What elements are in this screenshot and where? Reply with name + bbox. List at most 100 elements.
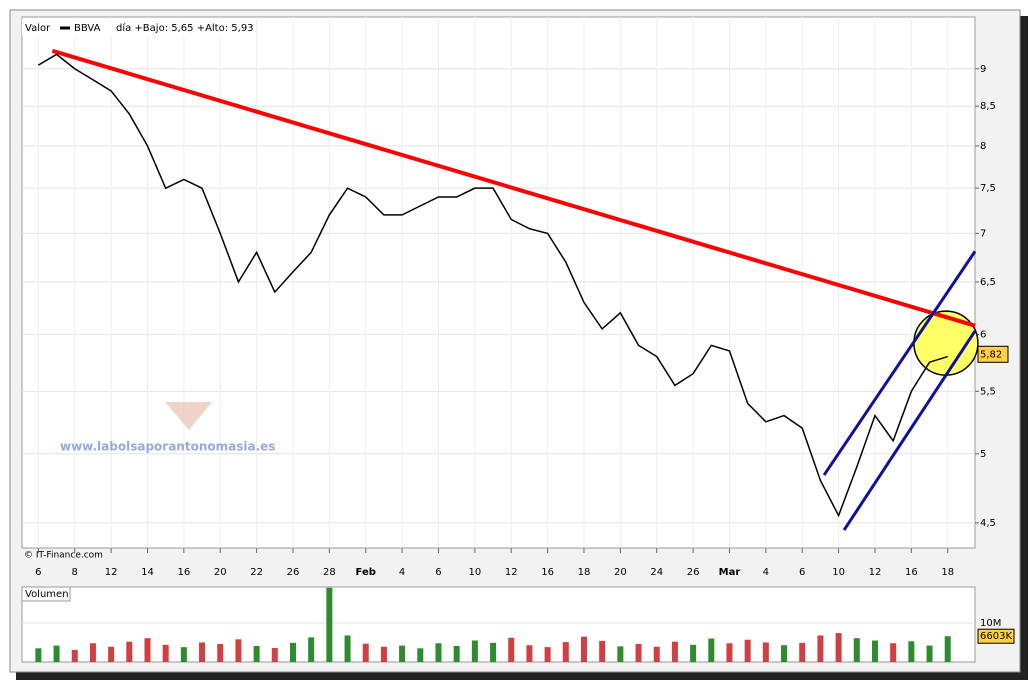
x-tick-label: 4 <box>763 567 769 578</box>
volume-bar <box>89 643 96 662</box>
y-tick-label: 9 <box>980 64 986 75</box>
volume-bar <box>35 648 42 662</box>
volume-bar <box>690 644 697 662</box>
trend-line <box>822 250 977 476</box>
trend-line <box>842 330 977 531</box>
price-panel <box>21 16 976 549</box>
volume-bar <box>362 643 369 662</box>
header-bg <box>22 19 240 36</box>
x-tick-label: 26 <box>687 567 700 578</box>
volume-bar <box>162 644 169 662</box>
y-tick-label: 10M <box>980 618 1001 629</box>
volume-bar <box>399 645 406 662</box>
y-tick-label: 6 <box>980 329 986 340</box>
last-value-box <box>977 628 1015 644</box>
y-tick-label: 8,5 <box>980 101 996 112</box>
plot: 4,5 5 5,5 6 6,5 7 7,5 8 8,5 9 6 8 12 14 16 20 22 26 28 Feb 4… <box>22 17 1015 662</box>
volume-bar <box>853 638 860 662</box>
header-label: Valor <box>25 23 51 34</box>
x-tick-label: 6 <box>435 567 441 578</box>
x-tick-label: 10 <box>468 567 481 578</box>
volume-bar <box>908 641 915 662</box>
volume-bar <box>289 642 296 662</box>
volume-bar <box>471 640 478 662</box>
volume-bar <box>453 645 460 662</box>
volume-bar <box>253 645 260 662</box>
x-tick-label: 12 <box>105 567 118 578</box>
y-tick-label: 7 <box>980 228 986 239</box>
volume-title: Volumen <box>25 589 69 600</box>
x-tick-label: 24 <box>650 567 663 578</box>
x-tick-label: 16 <box>905 567 918 578</box>
x-tick-label: 6 <box>35 567 41 578</box>
volume-title-box <box>21 586 71 602</box>
volume-bar <box>108 646 115 662</box>
volume-panel <box>21 586 976 663</box>
volume-bar <box>126 641 133 662</box>
volume-bar <box>944 636 951 662</box>
volume-bar <box>144 638 151 662</box>
x-tick-label: 4 <box>399 567 405 578</box>
credit: © IT-Finance.com <box>24 551 103 561</box>
volume-bar <box>308 637 315 662</box>
volume-bar <box>817 635 824 662</box>
volume-bar <box>871 640 878 662</box>
x-tick-label: 26 <box>287 567 300 578</box>
volume-bar <box>435 643 442 662</box>
volume-bar <box>217 644 224 662</box>
volume-bar <box>671 641 678 662</box>
trend-line <box>51 48 976 328</box>
last-value-box <box>977 345 1009 363</box>
x-tick-label: 10 <box>832 567 845 578</box>
y-tick-label: 7,5 <box>980 183 996 194</box>
volume-bar <box>653 646 660 662</box>
x-tick-label: 18 <box>578 567 591 578</box>
x-tick-label: 16 <box>541 567 554 578</box>
volume-bar <box>490 642 497 662</box>
x-tick-label: 16 <box>177 567 190 578</box>
price-line <box>37 53 948 518</box>
volume-bar <box>544 647 551 662</box>
subtitle: día +Bajo: 5,65 +Alto: 5,93 <box>116 22 254 34</box>
volume-bar <box>562 642 569 662</box>
x-tick-label: 20 <box>614 567 627 578</box>
volume-bar <box>635 644 642 662</box>
volume-bar <box>71 649 78 662</box>
y-tick-label: 5,5 <box>980 386 996 397</box>
last-value-label: 5,82 <box>980 349 1002 360</box>
volume-bar <box>580 636 587 662</box>
volume-bar <box>762 642 769 662</box>
volume-bar <box>744 639 751 662</box>
legend-label: BBVA <box>74 23 101 34</box>
y-tick-label: 8 <box>980 141 986 152</box>
volume-bar <box>180 647 187 662</box>
volume-bar <box>417 648 424 662</box>
volume-bar <box>526 645 533 662</box>
volume-bar <box>344 635 351 662</box>
volume-bar <box>271 647 278 662</box>
y-tick-label: 6,5 <box>980 277 996 288</box>
watermark-logo <box>165 402 212 430</box>
volume-bar <box>926 645 933 662</box>
volume-bar <box>235 639 242 662</box>
x-tick-label: Mar <box>719 567 741 578</box>
x-tick-label: 6 <box>799 567 805 578</box>
x-tick-label: 8 <box>72 567 78 578</box>
volume-bar <box>380 646 387 662</box>
x-axis-band <box>22 562 975 581</box>
volume-bar <box>617 646 624 662</box>
volume-bar <box>799 642 806 662</box>
x-tick-label: 28 <box>323 567 336 578</box>
volume-bar <box>835 633 842 662</box>
volume-bar <box>53 645 60 662</box>
x-tick-label: Feb <box>356 567 376 578</box>
volume-bar <box>199 642 206 662</box>
x-tick-label: 22 <box>250 567 263 578</box>
x-tick-label: 14 <box>141 567 154 578</box>
watermark: www.labolsaporantonomasia.es <box>60 440 275 454</box>
x-tick-label: 12 <box>505 567 518 578</box>
volume-bar <box>781 645 788 662</box>
y-tick-label: 4,5 <box>980 518 996 529</box>
